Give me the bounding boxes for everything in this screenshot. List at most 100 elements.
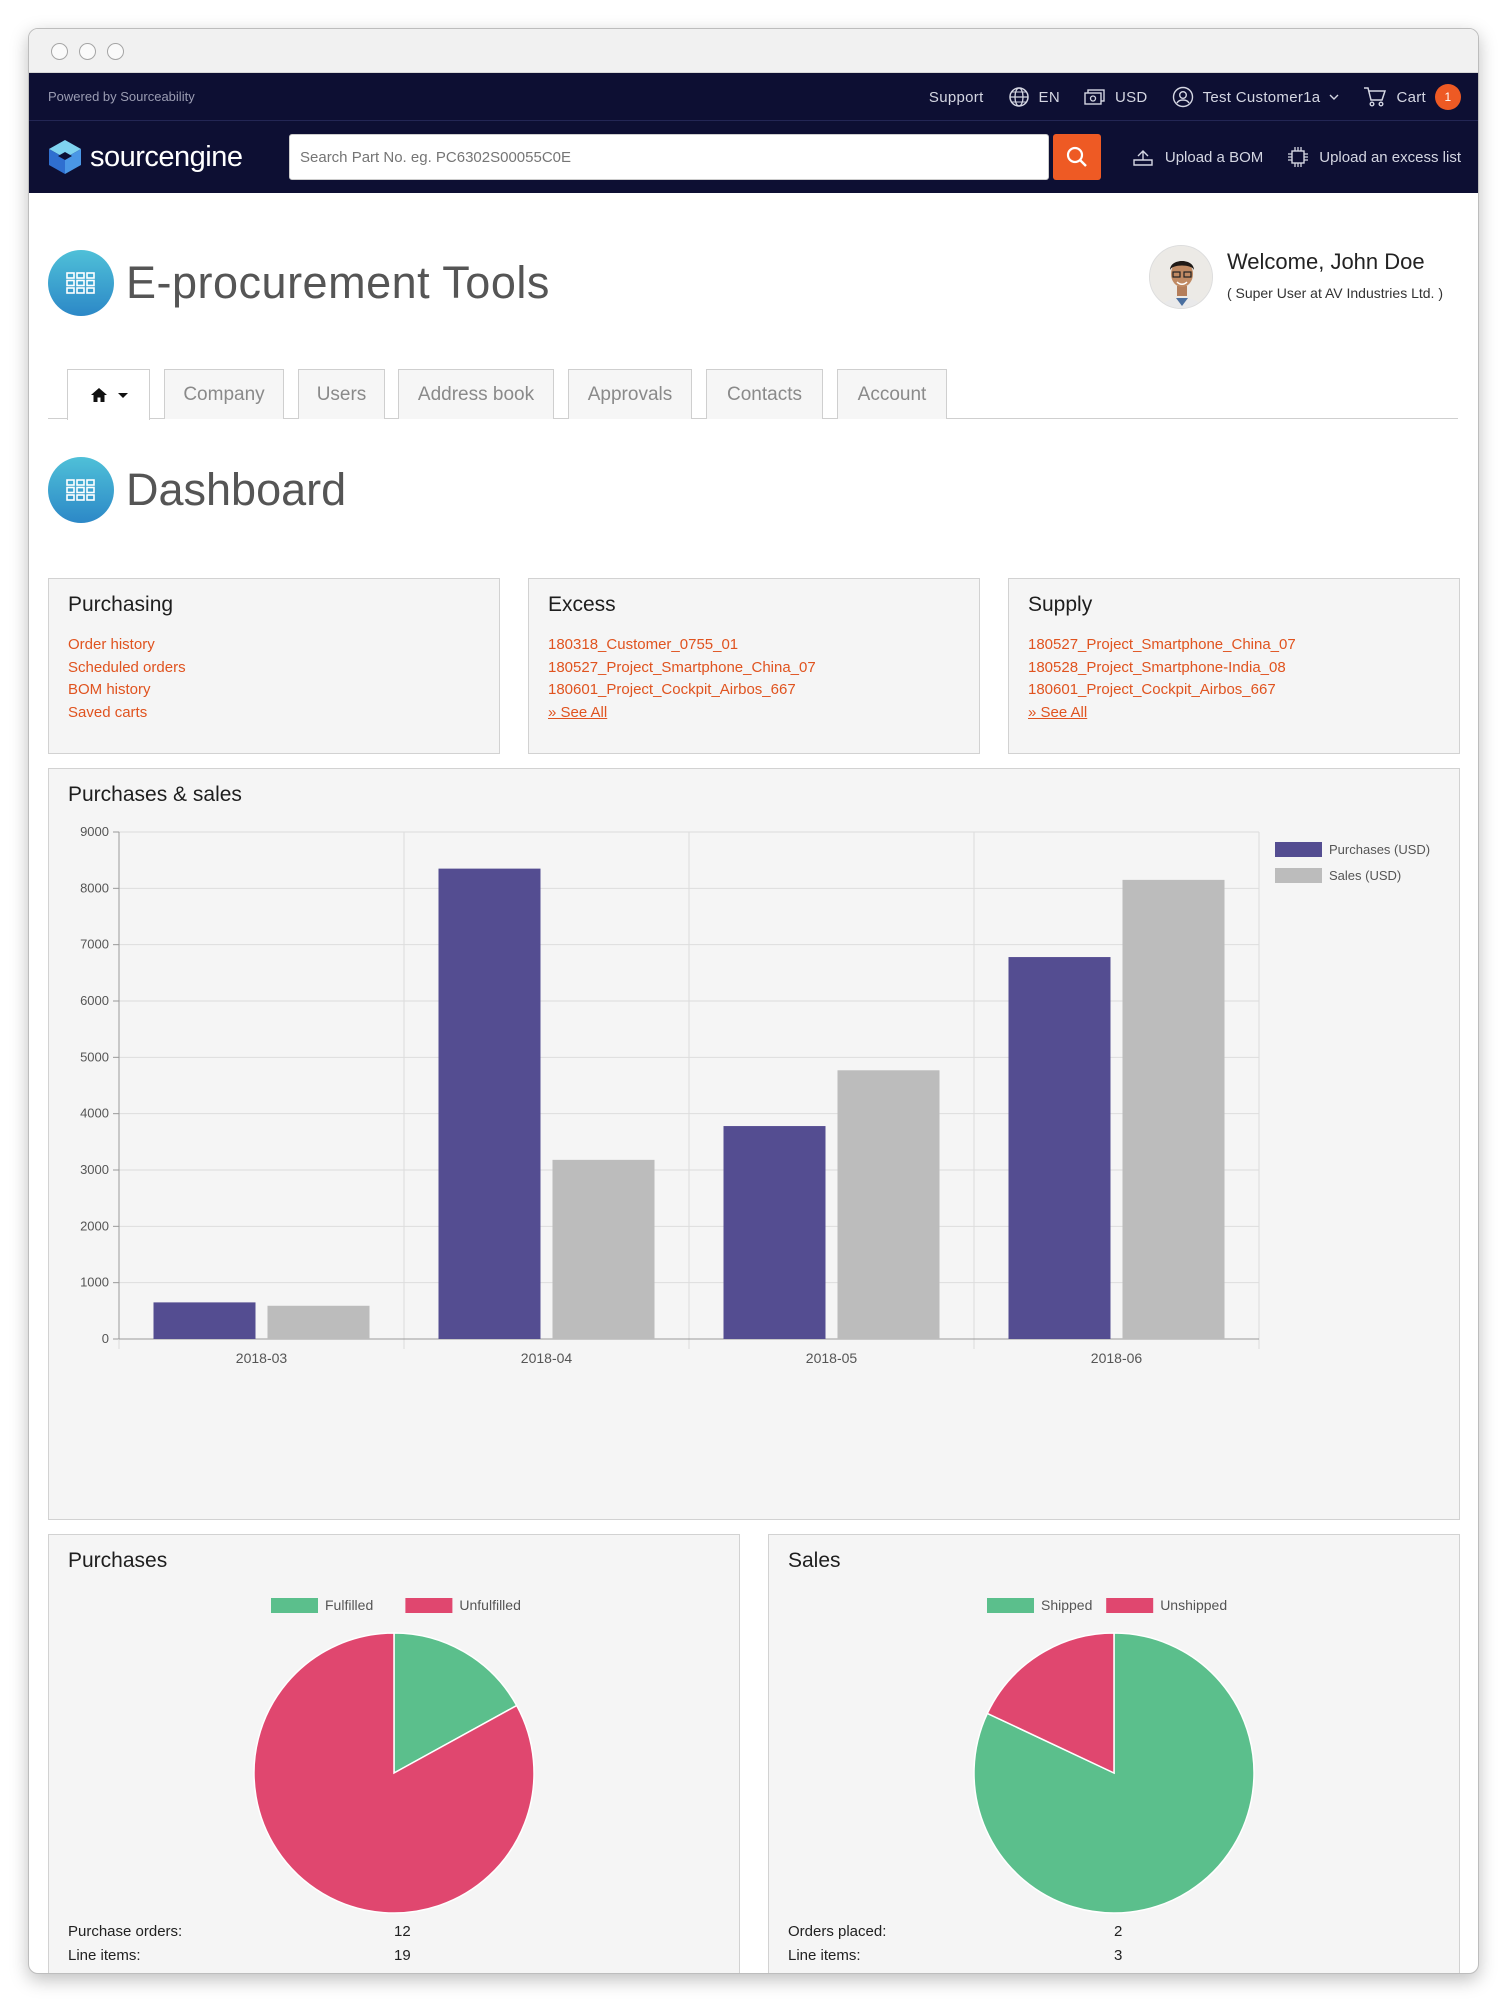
cart-label: Cart (1396, 88, 1426, 106)
supply-list-link[interactable]: 180528_Project_Smartphone-India_08 (1028, 658, 1286, 676)
sourcengine-logo[interactable]: sourcengine (48, 139, 243, 175)
purchasing-title: Purchasing (68, 593, 174, 616)
search-input[interactable] (289, 134, 1049, 180)
y-tick-label: 7000 (80, 937, 109, 952)
sales-pie-chart: Shipped Unshipped (973, 1597, 1255, 1914)
language-label: EN (1038, 88, 1060, 106)
chip-icon (1288, 147, 1309, 167)
supply-see-all-link[interactable]: » See All (1028, 703, 1088, 721)
bar-purchases-2018-05[interactable] (723, 1126, 826, 1339)
x-tick-label: 2018-05 (806, 1350, 858, 1366)
tab-users[interactable]: Users (298, 369, 385, 419)
upload-excess-link[interactable]: Upload an excess list (1287, 146, 1461, 168)
chevron-down-icon (1329, 94, 1339, 100)
legend-swatch (1275, 868, 1322, 883)
purchase-orders-label: Purchase orders: (68, 1923, 183, 1940)
legend-label: Purchases (USD) (1329, 842, 1430, 857)
bar-sales-2018-03[interactable] (267, 1305, 370, 1339)
pie-slice-fulfilled[interactable] (393, 1632, 518, 1775)
scheduled-orders-link[interactable]: Scheduled orders (68, 658, 186, 676)
purchasing-card: Purchasing Order history Scheduled order… (48, 578, 500, 754)
excess-list-link[interactable]: 180601_Project_Cockpit_Airbos_667 (548, 681, 796, 698)
purchases-sales-card: Purchases & sales 0 1000 2000 3000 4000 5000 6… (48, 768, 1460, 1520)
user-name: Test Customer1a (1202, 88, 1321, 106)
currency-selector[interactable]: USD (1084, 88, 1148, 106)
support-link[interactable]: Support (928, 88, 984, 106)
y-tick-label: 6000 (80, 993, 109, 1008)
logo-cube-icon (49, 140, 81, 174)
purchases-pie-title: Purchases (68, 1549, 168, 1572)
upload-bom-link[interactable]: Upload a BOM (1131, 147, 1263, 167)
tab-account[interactable]: Account (837, 369, 947, 419)
tools-icon (48, 250, 114, 316)
purchases-pie-chart: Fulfilled Unfulfilled (253, 1597, 535, 1914)
maximize-window-button[interactable] (107, 43, 124, 60)
cart-icon (1364, 87, 1387, 107)
language-selector[interactable]: EN (1008, 86, 1060, 108)
y-tick-label: 5000 (80, 1049, 109, 1064)
purchases-pie-card: Purchases Fulfilled Unfulfilled Purchase … (48, 1534, 740, 1973)
minimize-window-button[interactable] (79, 43, 96, 60)
page-header: E-procurement Tools (48, 250, 550, 316)
welcome-panel: Welcome, John Doe ( Super User at AV Ind… (1148, 245, 1443, 309)
bar-sales-2018-05[interactable] (837, 1070, 940, 1339)
tab-company[interactable]: Company (164, 369, 284, 419)
avatar[interactable] (1148, 245, 1213, 309)
home-icon (90, 388, 128, 402)
sales-line-items-label: Line items: (788, 1947, 861, 1964)
cart-button[interactable]: Cart 1 (1363, 84, 1461, 110)
bar-sales-2018-06[interactable] (1122, 879, 1225, 1339)
bom-history-link[interactable]: BOM history (68, 681, 151, 698)
orders-placed-value: 2 (1114, 1923, 1123, 1940)
excess-see-all-link[interactable]: » See All (548, 703, 608, 721)
bar-purchases-2018-04[interactable] (438, 868, 541, 1339)
x-tick-label: 2018-04 (521, 1350, 573, 1366)
saved-carts-link[interactable]: Saved carts (68, 703, 148, 721)
x-tick-label: 2018-06 (1091, 1350, 1143, 1366)
pie-slice-unshipped[interactable] (986, 1632, 1115, 1775)
search-button[interactable] (1053, 134, 1101, 180)
orders-placed-label: Orders placed: (788, 1923, 887, 1940)
close-window-button[interactable] (51, 43, 68, 60)
excess-card: Excess 180318_Customer_0755_01 180527_Pr… (528, 578, 980, 754)
legend-label: Unfulfilled (459, 1597, 520, 1613)
legend-swatch (987, 1598, 1034, 1613)
y-tick-label: 8000 (80, 880, 109, 895)
main-header: sourcengine Upload a BOM U (29, 121, 1478, 193)
purchase-orders-value: 12 (394, 1923, 411, 1940)
upload-icon (1133, 150, 1153, 166)
bar-purchases-2018-06[interactable] (1008, 957, 1111, 1339)
dashboard-icon (48, 457, 114, 523)
legend-swatch (1106, 1598, 1154, 1613)
chart-title: Purchases & sales (68, 783, 242, 806)
x-tick-label: 2018-03 (236, 1350, 288, 1366)
currency-label: USD (1114, 88, 1148, 106)
excess-title: Excess (548, 593, 616, 616)
y-tick-label: 0 (102, 1331, 109, 1346)
title-bar (29, 29, 1478, 73)
legend-swatch (405, 1598, 453, 1613)
pie-slice-unfulfilled[interactable] (253, 1632, 535, 1914)
upload-bom-label: Upload a BOM (1164, 148, 1264, 166)
tab-contacts[interactable]: Contacts (706, 369, 823, 419)
purchase-line-items-value: 19 (394, 1947, 411, 1964)
powered-by-text: Powered by Sourceability (48, 89, 195, 104)
page-title: E-procurement Tools (126, 257, 550, 308)
bar-sales-2018-04[interactable] (552, 1159, 655, 1339)
tab-address-book[interactable]: Address book (398, 369, 554, 419)
tab-approvals[interactable]: Approvals (568, 369, 692, 419)
legend-swatch (271, 1598, 318, 1613)
legend-label: Sales (USD) (1329, 868, 1401, 883)
excess-list-link[interactable]: 180527_Project_Smartphone_China_07 (548, 658, 816, 676)
account-menu[interactable]: Test Customer1a (1172, 86, 1340, 108)
top-bar: Powered by Sourceability Support EN (29, 73, 1478, 121)
excess-list-link[interactable]: 180318_Customer_0755_01 (548, 636, 739, 653)
tab-home[interactable] (67, 369, 150, 420)
bar-purchases-2018-03[interactable] (153, 1302, 256, 1339)
order-history-link[interactable]: Order history (68, 636, 155, 653)
supply-list-link[interactable]: 180601_Project_Cockpit_Airbos_667 (1028, 681, 1276, 698)
legend-label: Fulfilled (325, 1597, 373, 1613)
cart-count-badge: 1 (1435, 84, 1461, 110)
supply-list-link[interactable]: 180527_Project_Smartphone_China_07 (1028, 636, 1296, 653)
user-icon (1172, 86, 1193, 108)
